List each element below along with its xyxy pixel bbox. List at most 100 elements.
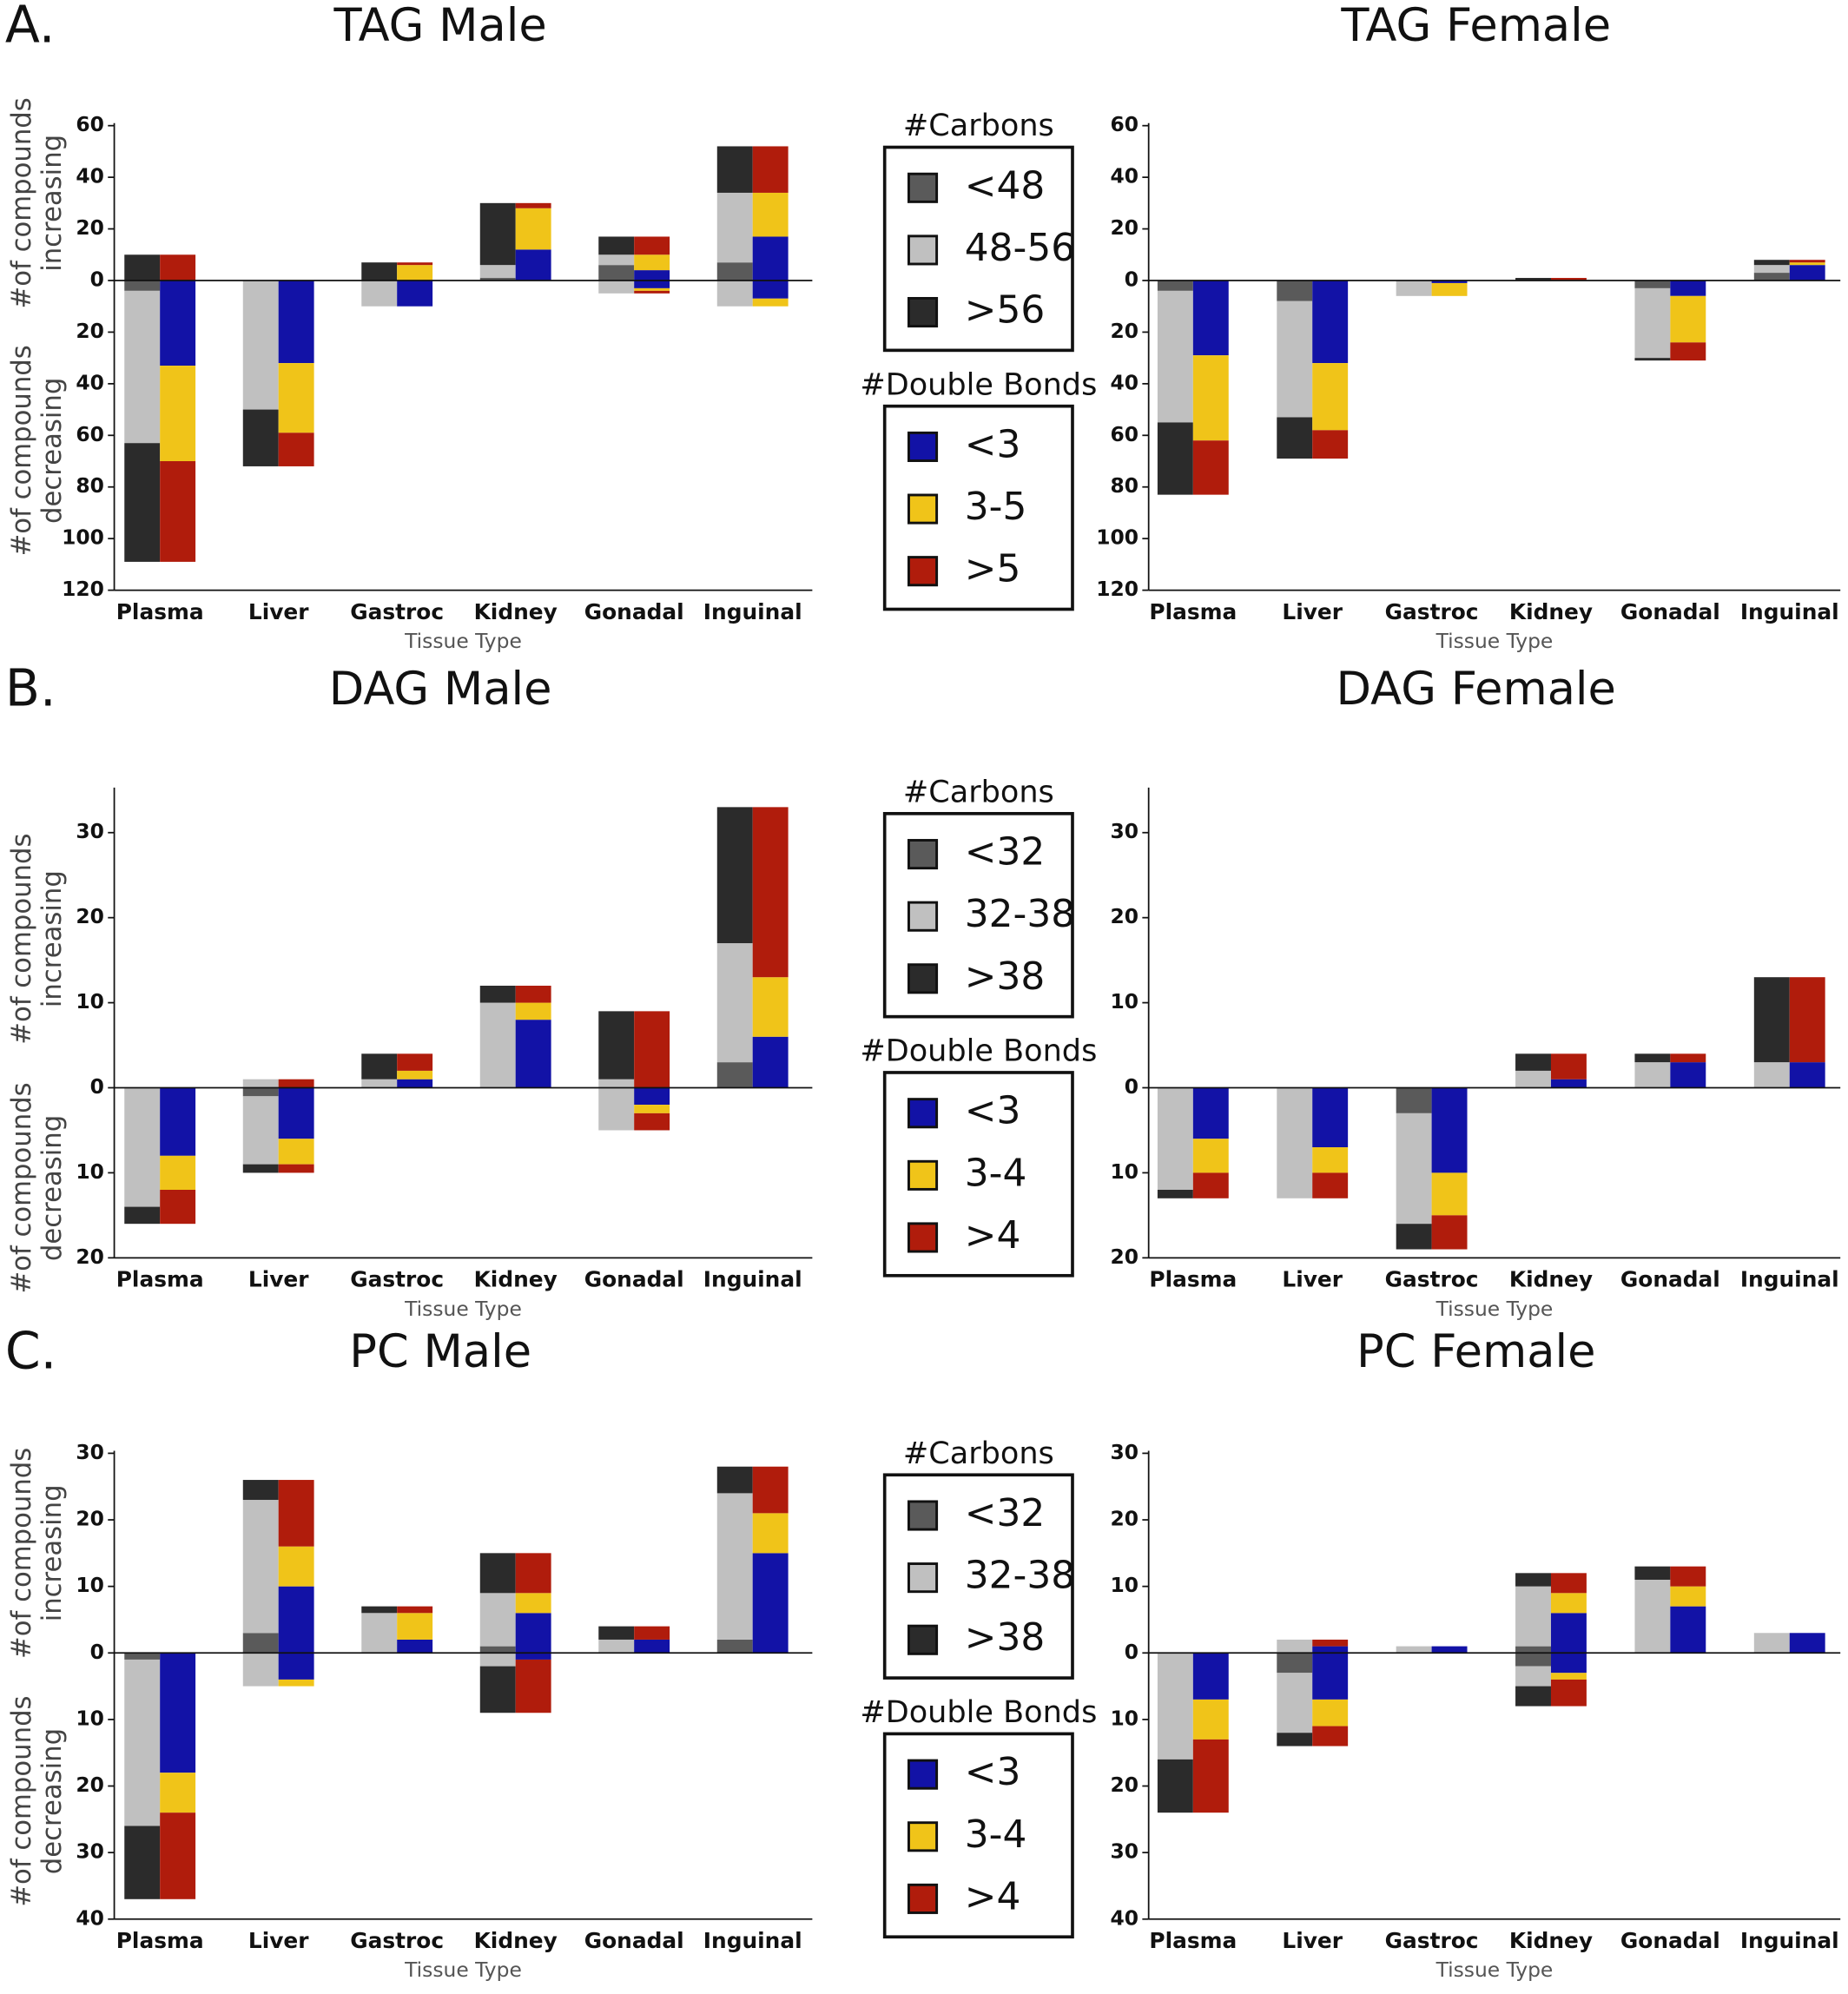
chart-title: PC Female <box>1356 1325 1595 1378</box>
bar-segment <box>1157 1653 1193 1760</box>
bar-segment <box>634 236 670 255</box>
bar-segment <box>1277 1087 1313 1198</box>
y-tick-label: 100 <box>62 525 104 550</box>
bar-segment <box>1157 280 1193 291</box>
legend-entry: <32 <box>965 830 1046 875</box>
x-tick-label: Inguinal <box>703 599 802 624</box>
bar-segment <box>634 280 670 288</box>
bar-segment <box>1157 1190 1193 1198</box>
bar-segment <box>1396 1224 1432 1250</box>
legend-swatch <box>908 1821 939 1852</box>
bar-segment <box>1515 1586 1551 1647</box>
x-tick-label: Gastroc <box>1385 1928 1479 1953</box>
bar-segment <box>1634 287 1671 359</box>
bar-segment <box>1312 1653 1349 1700</box>
legend-entry: >38 <box>965 1615 1046 1660</box>
legend-entry: >4 <box>965 1874 1021 1918</box>
bar-segment <box>242 1087 279 1097</box>
bar-segment <box>124 443 161 562</box>
bar-segment <box>752 1553 789 1654</box>
y-tick-label: 100 <box>1096 525 1138 550</box>
bar-segment <box>278 1079 314 1088</box>
bar-segment <box>1789 262 1825 266</box>
x-tick-label: Inguinal <box>1740 599 1839 624</box>
bar-segment <box>1789 1633 1825 1654</box>
x-tick-label: Liver <box>248 599 309 624</box>
bar-segment <box>1634 358 1671 361</box>
bar-segment <box>278 1480 314 1547</box>
bar-segment <box>598 1626 635 1640</box>
bar-segment <box>242 1164 279 1173</box>
bar-segment <box>1431 1646 1468 1654</box>
bar-segment <box>515 1653 551 1660</box>
legend-title: #Double Bonds <box>860 1694 1097 1730</box>
y-tick-label: 40 <box>76 370 104 394</box>
bar-segment <box>160 1773 196 1813</box>
x-tick-label: Gastroc <box>350 599 444 624</box>
bar-segment <box>598 265 635 281</box>
bar-segment <box>278 363 314 433</box>
legend-swatch <box>908 1562 939 1594</box>
y-axis-label: #of compounds <box>7 1082 37 1293</box>
y-tick-label: 0 <box>90 1074 104 1099</box>
bar-segment <box>397 1606 433 1614</box>
bar-segment <box>479 278 516 281</box>
bar-segment <box>160 280 196 366</box>
y-tick-label: 10 <box>1110 1573 1138 1597</box>
x-tick-label: Liver <box>1282 599 1343 624</box>
panel-label: A. <box>5 0 56 54</box>
x-axis-label: Tissue Type <box>1436 1958 1554 1982</box>
legend-swatch <box>908 1500 939 1531</box>
x-tick-label: Kidney <box>1509 599 1593 624</box>
bar-segment <box>278 1586 314 1654</box>
bar-segment <box>124 1659 161 1826</box>
bar-segment <box>515 208 551 250</box>
bar-segment <box>1192 1172 1229 1198</box>
x-tick-label: Gastroc <box>350 1267 444 1292</box>
legend-box <box>882 404 1074 611</box>
bar-segment <box>1312 430 1349 459</box>
bar-segment <box>634 1105 670 1113</box>
legend-entry: 32-38 <box>965 892 1075 936</box>
x-tick-label: Liver <box>248 1928 309 1953</box>
bar-segment <box>752 1466 789 1514</box>
bar-segment <box>716 1062 753 1088</box>
chart-title: DAG Male <box>329 663 552 716</box>
bar-segment <box>515 1659 551 1713</box>
bar-segment <box>1396 1087 1432 1113</box>
bar-segment <box>1192 1087 1229 1139</box>
legend-swatch <box>908 296 939 328</box>
legend-swatch <box>908 839 939 870</box>
bar-segment <box>397 265 433 281</box>
bar-segment <box>515 202 551 208</box>
x-tick-label: Kidney <box>1509 1267 1593 1292</box>
y-tick-label: 80 <box>1110 473 1138 498</box>
y-tick-label: 0 <box>90 267 104 291</box>
legend-entry: <32 <box>965 1491 1046 1535</box>
y-tick-label: 20 <box>76 1245 104 1269</box>
chart-title: DAG Female <box>1336 663 1616 716</box>
y-tick-label: 60 <box>1110 422 1138 446</box>
y-axis-label: #of compounds <box>7 834 37 1045</box>
bar-segment <box>1312 1639 1349 1647</box>
x-tick-label: Gonadal <box>1620 1267 1720 1292</box>
bar-segment <box>1192 1739 1229 1813</box>
bar-segment <box>361 262 398 281</box>
bar-segment <box>1396 1113 1432 1225</box>
bar-segment <box>1753 273 1790 281</box>
bar-segment <box>1431 280 1468 283</box>
x-tick-label: Plasma <box>116 1267 204 1292</box>
bar-segment <box>1550 1079 1587 1088</box>
x-tick-label: Inguinal <box>1740 1928 1839 1953</box>
bar-segment <box>278 1653 314 1680</box>
bar-segment <box>1515 1666 1551 1687</box>
bar-segment <box>1192 1653 1229 1700</box>
x-tick-label: Kidney <box>474 1928 558 1953</box>
bar-segment <box>479 1002 516 1088</box>
bar-segment <box>515 1613 551 1654</box>
bar-segment <box>1431 1172 1468 1216</box>
bar-segment <box>242 280 279 410</box>
bar-segment <box>1277 280 1313 301</box>
x-axis-label: Tissue Type <box>404 1297 522 1321</box>
bar-segment <box>716 192 753 263</box>
